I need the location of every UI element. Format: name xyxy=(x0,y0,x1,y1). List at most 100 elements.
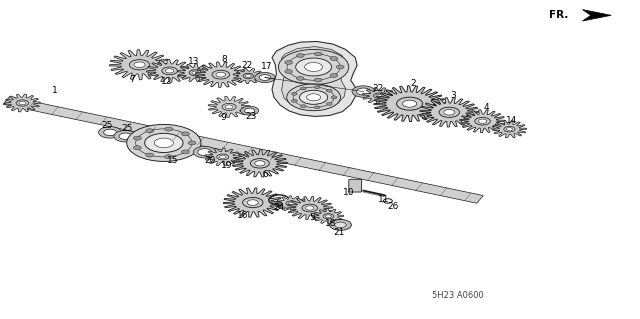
Circle shape xyxy=(296,54,304,57)
Text: 7: 7 xyxy=(129,75,134,84)
Text: 5: 5 xyxy=(310,213,315,222)
Circle shape xyxy=(255,72,275,83)
Circle shape xyxy=(133,136,141,140)
Circle shape xyxy=(154,138,173,148)
Circle shape xyxy=(192,71,198,74)
Polygon shape xyxy=(4,94,40,112)
Circle shape xyxy=(146,153,154,157)
Text: 9: 9 xyxy=(221,113,226,122)
Text: 25: 25 xyxy=(102,121,113,130)
Circle shape xyxy=(198,149,212,156)
Circle shape xyxy=(189,70,201,76)
Circle shape xyxy=(165,69,174,73)
Circle shape xyxy=(506,128,513,131)
Circle shape xyxy=(181,132,189,136)
Text: 13: 13 xyxy=(188,57,199,66)
Circle shape xyxy=(305,63,323,71)
Circle shape xyxy=(146,129,154,133)
Circle shape xyxy=(330,74,338,78)
Polygon shape xyxy=(460,110,506,133)
Circle shape xyxy=(119,133,132,139)
Text: 1: 1 xyxy=(52,86,57,95)
Text: 11: 11 xyxy=(378,195,390,204)
Text: 3: 3 xyxy=(451,91,456,100)
Text: 6: 6 xyxy=(262,170,268,179)
Text: 4: 4 xyxy=(484,103,489,112)
Circle shape xyxy=(259,75,271,80)
Circle shape xyxy=(296,58,332,76)
Circle shape xyxy=(323,214,333,219)
Circle shape xyxy=(305,206,314,210)
Circle shape xyxy=(285,70,292,73)
Circle shape xyxy=(376,94,381,97)
Circle shape xyxy=(291,100,297,102)
Text: 8: 8 xyxy=(221,56,227,64)
Circle shape xyxy=(247,200,259,205)
Circle shape xyxy=(225,105,233,109)
Polygon shape xyxy=(374,86,445,122)
Polygon shape xyxy=(582,10,611,21)
Circle shape xyxy=(314,86,320,89)
Circle shape xyxy=(250,159,269,168)
Polygon shape xyxy=(177,64,213,82)
Text: 22: 22 xyxy=(241,61,253,70)
Text: 12: 12 xyxy=(161,77,172,86)
Circle shape xyxy=(244,108,255,113)
Circle shape xyxy=(217,154,228,160)
Polygon shape xyxy=(420,98,479,127)
Circle shape xyxy=(314,78,322,82)
Circle shape xyxy=(104,129,116,136)
Circle shape xyxy=(241,106,259,115)
Circle shape xyxy=(337,65,344,69)
Text: 25: 25 xyxy=(122,124,133,133)
Circle shape xyxy=(291,93,297,95)
Circle shape xyxy=(222,103,236,110)
Text: 2: 2 xyxy=(410,79,415,88)
Text: 24: 24 xyxy=(273,203,285,212)
Polygon shape xyxy=(313,209,344,224)
Circle shape xyxy=(352,86,375,97)
Circle shape xyxy=(397,97,422,110)
Text: 22: 22 xyxy=(372,84,383,93)
Circle shape xyxy=(326,102,332,105)
Circle shape xyxy=(188,141,196,145)
Polygon shape xyxy=(205,148,241,166)
Circle shape xyxy=(114,130,137,142)
Text: 19: 19 xyxy=(221,161,232,170)
Circle shape xyxy=(287,84,340,111)
Polygon shape xyxy=(276,196,307,211)
Circle shape xyxy=(330,219,351,230)
Polygon shape xyxy=(223,188,282,217)
Polygon shape xyxy=(3,97,483,203)
Circle shape xyxy=(134,62,145,68)
Text: 20: 20 xyxy=(204,156,216,165)
Circle shape xyxy=(181,150,189,154)
Circle shape xyxy=(475,117,490,125)
Circle shape xyxy=(374,93,384,98)
Circle shape xyxy=(164,127,173,131)
Circle shape xyxy=(243,197,263,208)
Circle shape xyxy=(326,215,332,218)
Circle shape xyxy=(288,202,294,205)
Polygon shape xyxy=(492,121,527,138)
Circle shape xyxy=(296,77,304,80)
Polygon shape xyxy=(195,62,246,87)
Circle shape xyxy=(255,161,265,166)
Text: 18: 18 xyxy=(324,219,336,228)
Circle shape xyxy=(246,75,252,77)
Circle shape xyxy=(439,107,460,117)
Polygon shape xyxy=(272,41,357,116)
Circle shape xyxy=(145,133,183,152)
Circle shape xyxy=(19,101,26,105)
Circle shape xyxy=(301,87,306,90)
Circle shape xyxy=(504,126,515,132)
Text: 23: 23 xyxy=(245,112,257,121)
Text: 26: 26 xyxy=(387,202,399,211)
Circle shape xyxy=(444,109,455,115)
Circle shape xyxy=(127,124,201,161)
Text: 17: 17 xyxy=(260,62,272,71)
Polygon shape xyxy=(109,50,170,80)
Circle shape xyxy=(307,94,321,101)
Circle shape xyxy=(162,67,177,75)
Circle shape xyxy=(278,49,349,85)
